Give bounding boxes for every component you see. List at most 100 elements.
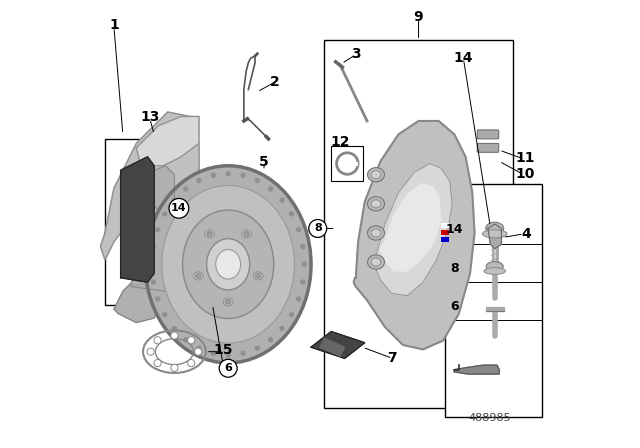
Text: 3: 3 [351, 47, 361, 61]
Circle shape [171, 364, 178, 371]
Text: 14: 14 [171, 203, 187, 213]
Polygon shape [121, 157, 154, 282]
Circle shape [188, 337, 195, 344]
Text: 14: 14 [445, 223, 463, 236]
Ellipse shape [216, 250, 241, 279]
Text: 12: 12 [330, 135, 350, 149]
Text: 6: 6 [450, 300, 459, 314]
Ellipse shape [162, 185, 294, 343]
Polygon shape [373, 164, 452, 296]
Circle shape [300, 244, 306, 250]
Polygon shape [454, 365, 499, 374]
Ellipse shape [193, 272, 203, 280]
Circle shape [301, 262, 307, 267]
Circle shape [162, 211, 168, 217]
Bar [332, 146, 364, 181]
Circle shape [150, 279, 156, 284]
Ellipse shape [182, 210, 274, 319]
Ellipse shape [205, 230, 214, 238]
Circle shape [188, 359, 195, 366]
Text: 13: 13 [140, 110, 159, 125]
Ellipse shape [145, 166, 311, 363]
Text: 4: 4 [521, 227, 531, 241]
Circle shape [154, 359, 161, 366]
Text: 2: 2 [270, 74, 280, 89]
Circle shape [296, 227, 301, 233]
Ellipse shape [371, 258, 381, 266]
Polygon shape [488, 224, 502, 249]
Text: 9: 9 [413, 10, 424, 24]
Circle shape [196, 178, 202, 183]
Polygon shape [353, 121, 475, 349]
Ellipse shape [223, 298, 233, 306]
Polygon shape [132, 166, 174, 291]
Circle shape [289, 211, 294, 217]
Ellipse shape [486, 262, 503, 271]
Circle shape [219, 359, 237, 377]
Ellipse shape [371, 200, 381, 208]
Circle shape [150, 244, 156, 250]
Circle shape [195, 348, 202, 355]
Ellipse shape [367, 168, 385, 182]
Circle shape [196, 345, 202, 351]
Text: 14: 14 [454, 51, 473, 65]
Circle shape [154, 337, 161, 344]
Circle shape [183, 186, 189, 192]
Circle shape [155, 227, 161, 233]
Polygon shape [136, 116, 199, 166]
Circle shape [225, 171, 231, 177]
Bar [105, 139, 195, 305]
Ellipse shape [367, 197, 385, 211]
Circle shape [300, 279, 306, 284]
Text: 11: 11 [515, 151, 535, 165]
Ellipse shape [371, 229, 381, 237]
Text: 8: 8 [314, 224, 322, 233]
Text: 1: 1 [109, 17, 119, 32]
Text: 8: 8 [450, 262, 459, 276]
Circle shape [211, 172, 216, 178]
Bar [445, 184, 541, 417]
Circle shape [155, 296, 161, 302]
Bar [441, 237, 449, 242]
Polygon shape [380, 184, 441, 271]
Ellipse shape [255, 274, 261, 278]
Polygon shape [114, 273, 163, 323]
Circle shape [225, 352, 231, 358]
Circle shape [169, 198, 189, 218]
Text: 488985: 488985 [469, 414, 511, 423]
Ellipse shape [483, 230, 507, 238]
Circle shape [280, 326, 285, 331]
Bar [324, 40, 513, 408]
Circle shape [343, 159, 352, 168]
Ellipse shape [253, 272, 263, 280]
Circle shape [268, 186, 273, 192]
Ellipse shape [371, 171, 381, 179]
Circle shape [183, 337, 189, 342]
Circle shape [255, 345, 260, 351]
FancyBboxPatch shape [477, 130, 499, 139]
Bar [441, 230, 449, 235]
Circle shape [141, 205, 158, 221]
Circle shape [289, 312, 294, 317]
Circle shape [149, 262, 155, 267]
Circle shape [241, 351, 246, 356]
Circle shape [211, 351, 216, 356]
Polygon shape [311, 332, 365, 358]
Polygon shape [320, 338, 345, 356]
Text: 7: 7 [387, 351, 397, 366]
Text: 15: 15 [214, 343, 234, 358]
Circle shape [280, 198, 285, 203]
Text: 10: 10 [515, 167, 535, 181]
Circle shape [162, 312, 168, 317]
Ellipse shape [242, 230, 252, 238]
Ellipse shape [244, 232, 250, 236]
Circle shape [268, 337, 273, 342]
Ellipse shape [207, 239, 250, 290]
Circle shape [172, 326, 177, 331]
Circle shape [241, 172, 246, 178]
Circle shape [296, 296, 301, 302]
Ellipse shape [367, 255, 385, 269]
Ellipse shape [367, 226, 385, 240]
Ellipse shape [486, 222, 504, 235]
Ellipse shape [225, 300, 231, 304]
